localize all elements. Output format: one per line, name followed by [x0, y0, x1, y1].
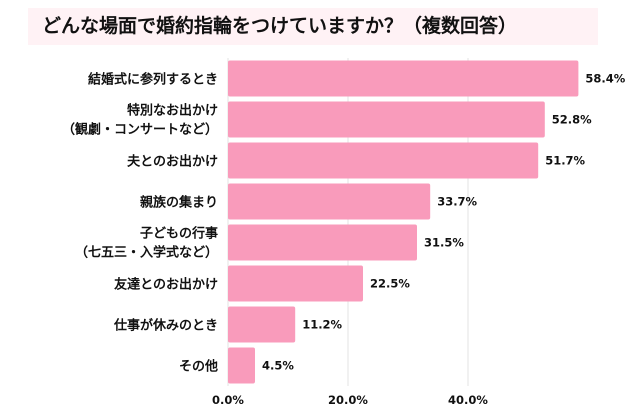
- bar: [228, 142, 539, 179]
- value-label: 52.8%: [552, 113, 592, 127]
- category-label: 親族の集まり: [140, 195, 218, 211]
- value-label: 31.5%: [424, 236, 464, 250]
- category-label: 子どもの行事: [140, 226, 218, 242]
- category-label: 仕事が休みのとき: [113, 318, 218, 334]
- value-label: 4.5%: [262, 359, 294, 373]
- bar: [228, 60, 579, 97]
- bar: [228, 265, 363, 302]
- category-label: その他: [179, 359, 218, 375]
- x-tick-label: 20.0%: [328, 393, 368, 407]
- chart-title: どんな場面で婚約指輪をつけていますか？（複数回答）: [28, 8, 598, 45]
- bar: [228, 347, 255, 384]
- value-label: 33.7%: [437, 195, 477, 209]
- category-label: 特別なお出かけ: [127, 103, 218, 119]
- value-label: 51.7%: [545, 154, 585, 168]
- category-label: （観劇・コンサートなど）: [62, 122, 218, 138]
- category-label: 夫とのお出かけ: [127, 154, 218, 170]
- x-tick-label: 40.0%: [448, 393, 488, 407]
- category-label: 友達とのお出かけ: [114, 277, 218, 293]
- category-label: （七五三・入学式など）: [75, 245, 218, 261]
- value-label: 22.5%: [370, 277, 410, 291]
- bar: [228, 101, 545, 138]
- bar: [228, 183, 431, 220]
- bar: [228, 224, 417, 261]
- bar: [228, 306, 296, 343]
- value-label: 11.2%: [302, 318, 342, 332]
- category-label: 結婚式に参列するとき: [88, 72, 218, 88]
- x-tick-label: 0.0%: [212, 393, 244, 407]
- value-label: 58.4%: [585, 72, 625, 86]
